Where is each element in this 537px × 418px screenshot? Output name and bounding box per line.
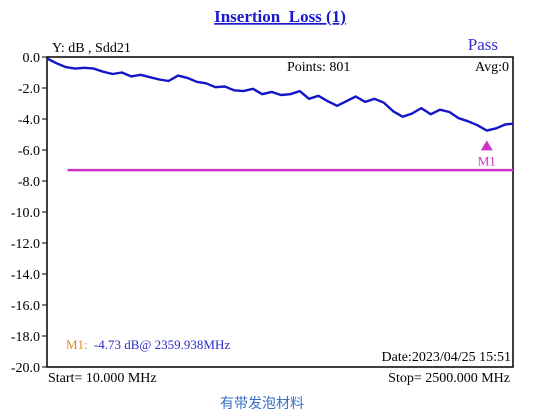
- caption: 有带发泡材料: [220, 395, 304, 411]
- marker-readout-prefix: M1:: [66, 337, 88, 352]
- avg-readout: Avg:0: [475, 60, 509, 75]
- y-tick-label: -2.0: [18, 82, 40, 97]
- y-tick-label: -6.0: [18, 144, 40, 159]
- y-tick-label: 0.0: [23, 51, 41, 66]
- date-readout: Date:2023/04/25 15:51: [382, 350, 512, 365]
- y-tick-label: -10.0: [11, 206, 40, 221]
- sdd21-trace: [46, 57, 514, 132]
- start-readout: Start= 10.000 MHz: [48, 371, 157, 386]
- points-readout: Points: 801: [287, 60, 350, 75]
- y-tick-label: -12.0: [11, 237, 40, 252]
- chart-title: Insertion_Loss (1): [214, 7, 346, 26]
- pass-status: Pass: [468, 35, 498, 54]
- y-tick-label: -18.0: [11, 330, 40, 345]
- y-tick-label: -4.0: [18, 113, 40, 128]
- y-tick-label: -16.0: [11, 299, 40, 314]
- stop-readout: Stop= 2500.000 MHz: [388, 371, 510, 386]
- y-tick-label: -8.0: [18, 175, 40, 190]
- plot-frame: [46, 56, 514, 368]
- marker-m1-icon: [480, 140, 493, 151]
- marker-m1-label: M1: [478, 153, 496, 168]
- y-tick-label: -20.0: [11, 361, 40, 376]
- y-tick-label: -14.0: [11, 268, 40, 283]
- y-axis-ticks: 0.0 -2.0 -4.0 -6.0 -8.0 -10.0 -12.0 -14.0 -16.0 -…: [11, 51, 47, 376]
- marker-readout: M1: -4.73 dB@ 2359.938MHz: [66, 337, 230, 352]
- y-axis-label: Y: dB , Sdd21: [52, 41, 131, 56]
- marker-readout-value: -4.73 dB@ 2359.938MHz: [94, 337, 230, 352]
